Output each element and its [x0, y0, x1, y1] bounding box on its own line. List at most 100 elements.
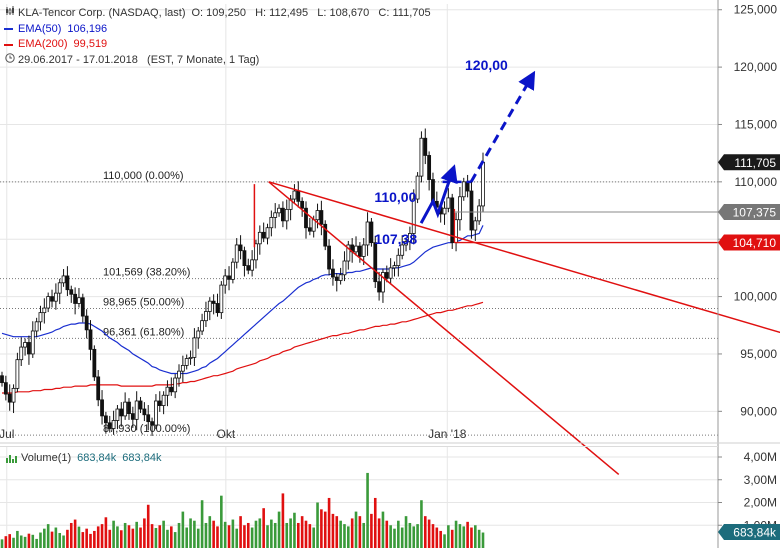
candle-down: [334, 276, 339, 281]
volume-bar: [427, 519, 431, 548]
volume-bar: [116, 526, 119, 548]
volume-bar: [158, 525, 162, 548]
x-tick-label: Jul: [0, 427, 14, 441]
ema50-value: 106,196: [67, 22, 108, 35]
candle-down: [80, 297, 85, 317]
volume-bar: [381, 511, 385, 548]
volume-bar: [262, 508, 265, 548]
candle-up: [473, 220, 478, 231]
volume-bar: [170, 526, 173, 548]
volume-bar: [58, 532, 62, 548]
fib-level-label: 101,569 (38.20%): [103, 267, 190, 279]
candle-up: [30, 330, 35, 355]
trend-lines: [253, 181, 780, 475]
volume-bar: [420, 500, 423, 548]
ema50-swatch: [4, 28, 13, 31]
candle-up: [173, 377, 178, 393]
volume-bar: [143, 518, 146, 548]
support-badge: 104,710: [733, 236, 777, 250]
volume-bar: [481, 532, 485, 548]
volume-badge: 683,84k: [733, 526, 777, 540]
y-tick-label: 115,000: [735, 117, 778, 131]
volume-bar: [177, 522, 181, 548]
candle-up: [15, 359, 20, 389]
candle-down: [69, 289, 74, 295]
candle-down: [357, 245, 362, 257]
candle-down: [307, 227, 312, 232]
volume-bar: [100, 524, 104, 548]
y-tick-label: 90,000: [740, 404, 777, 418]
volume-bar: [304, 520, 308, 548]
candle-up: [46, 296, 51, 309]
candle-up: [477, 205, 482, 222]
volume-bar: [458, 524, 462, 548]
volume-bar: [273, 522, 277, 548]
projection-target-path: [469, 70, 536, 183]
volume-bar: [112, 520, 115, 548]
candle-down: [119, 408, 124, 417]
candle-down: [169, 386, 174, 393]
trend-line-0: [268, 181, 780, 334]
candle-up: [411, 198, 416, 234]
candle-down: [431, 179, 435, 202]
volume-bar: [404, 516, 408, 548]
candle-up: [354, 245, 358, 253]
volume-bar: [316, 502, 319, 548]
volume-bar: [296, 522, 300, 548]
volume-bar: [119, 530, 123, 548]
candle-up: [234, 244, 239, 263]
candle-up: [123, 401, 128, 417]
candle-up: [165, 386, 170, 396]
candle-down: [423, 137, 428, 156]
candle-down: [107, 422, 112, 429]
volume-bar: [246, 522, 250, 548]
ema200-label: EMA(200): [18, 38, 68, 50]
level-badge-bg: [718, 203, 780, 220]
volume-bar: [320, 509, 323, 548]
candle-down: [227, 275, 231, 280]
candle-down: [465, 181, 470, 192]
candle-up: [161, 394, 166, 406]
candle-down: [0, 375, 4, 384]
candle-down: [96, 376, 101, 401]
volume-bar: [173, 532, 177, 548]
volume-bar: [250, 527, 254, 548]
volume-bar: [193, 520, 196, 548]
volume-bar: [308, 524, 312, 548]
candle-up: [154, 400, 158, 426]
volume-bar: [150, 524, 154, 548]
volume-bar: [139, 527, 142, 548]
volume-bar: [366, 472, 369, 548]
volume-bar: [31, 534, 35, 548]
vol-tick-label: 3,00M: [744, 473, 777, 487]
fib-level-label: 96,361 (61.80%): [103, 326, 184, 338]
candle-up: [250, 259, 255, 271]
target-annotation: 120,00: [465, 57, 508, 73]
volume-bar: [19, 535, 23, 548]
candle-down: [65, 275, 70, 291]
volume-icon: [6, 454, 17, 463]
candle-up: [207, 300, 212, 312]
volume-bar: [146, 504, 150, 548]
candle-up: [200, 320, 204, 332]
volume-bar: [135, 521, 138, 548]
candle-down: [3, 382, 8, 395]
candle-up: [400, 244, 405, 256]
volume-bar: [347, 526, 350, 548]
ema200-path: [2, 301, 484, 394]
volume-bar: [412, 526, 416, 548]
volume-bar: [69, 522, 73, 548]
volume-bar: [400, 527, 404, 548]
fibonacci-levels: 110,000 (0.00%) 101,569 (38.20%) 98,965 (5…: [0, 170, 718, 436]
candle-up: [458, 196, 462, 221]
volume-badge-bg: [718, 524, 780, 540]
volume-bar: [281, 493, 285, 548]
volume-bar: [293, 512, 296, 548]
volume-bar: [66, 529, 69, 548]
y-tick-label: 110,000: [735, 175, 778, 189]
volume-legend: Volume(1) 683,84k 683,84k: [6, 452, 161, 464]
candle-up: [342, 260, 347, 276]
candle-down: [100, 399, 104, 417]
candle-down: [319, 210, 324, 225]
